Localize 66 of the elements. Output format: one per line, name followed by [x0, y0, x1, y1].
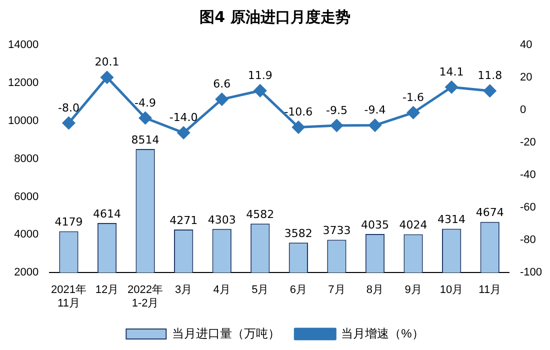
y2-tick-label: -100	[520, 266, 542, 279]
data-label: 4271	[170, 214, 198, 227]
y-tick-label: 4000	[14, 228, 39, 241]
x-tick-label: 8月	[366, 284, 384, 296]
chart-title: 图4 原油进口月度走势	[198, 7, 352, 28]
data-label: -4.9	[134, 96, 156, 110]
point	[254, 84, 266, 97]
point	[62, 116, 75, 130]
y2-tick-label: 20	[520, 72, 532, 84]
data-label: 4035	[360, 218, 389, 232]
data-label: 3582	[284, 226, 312, 240]
x-tick-label: 2022年 1-2月	[128, 284, 164, 310]
y-tick-label: 14000	[8, 39, 39, 52]
point	[368, 119, 382, 132]
x-tick-label: 12月	[95, 284, 119, 296]
y-tick-label: 6000	[14, 190, 39, 203]
data-label: 14.1	[439, 65, 464, 78]
legend-label: 当月增速（%）	[341, 326, 424, 340]
point	[292, 121, 305, 134]
y2-tick-label: -20	[520, 136, 536, 149]
y2-tick-label: -60	[520, 202, 536, 214]
point	[139, 112, 152, 124]
data-label: 3733	[322, 224, 351, 238]
data-label: 11.8	[478, 69, 502, 82]
data-label: 4674	[476, 206, 504, 220]
data-label: 4303	[208, 213, 236, 226]
data-label: 4614	[93, 207, 122, 220]
data-label: -8.0	[58, 101, 80, 114]
x-tick-label: 6月	[290, 284, 307, 296]
data-label: 4582	[246, 208, 274, 221]
x-tick-label: 9月	[404, 284, 422, 296]
data-label: 11.9	[248, 69, 272, 82]
data-label: 8514	[131, 133, 160, 146]
x-tick-label: 5月	[252, 284, 269, 296]
data-label: -14.0	[169, 111, 198, 124]
point	[445, 80, 458, 94]
y2-tick-label: 0	[520, 104, 526, 116]
point	[177, 126, 190, 140]
y2-tick-label: -80	[520, 234, 536, 246]
x-tick-label: 3月	[175, 284, 192, 296]
data-label: 4179	[54, 216, 83, 229]
y-tick-label: 10000	[8, 114, 39, 127]
x-tick-label: 11月	[478, 284, 502, 296]
y2-tick-label: -40	[520, 169, 536, 182]
data-label: -9.4	[364, 104, 386, 117]
data-label: -1.6	[402, 90, 424, 104]
data-label: 20.1	[94, 56, 120, 69]
y-tick-label: 8000	[14, 152, 39, 165]
point	[484, 84, 496, 98]
x-tick-label: 10月	[440, 284, 464, 296]
y-tick-label: 12000	[8, 76, 39, 89]
x-tick-label: 4月	[213, 284, 230, 296]
data-label: 6.6	[213, 78, 231, 91]
data-label: 4024	[399, 218, 428, 232]
x-tick-label: 7月	[328, 284, 346, 296]
x-tick-label: 2021年 11月	[50, 284, 86, 310]
data-label: -9.5	[326, 104, 348, 117]
y-tick-label: 2000	[14, 266, 39, 279]
point	[407, 106, 420, 119]
point	[100, 71, 114, 84]
point	[216, 93, 228, 106]
legend-label: 当月进口量（万吨）	[172, 326, 280, 340]
y2-tick-label: 40	[520, 39, 532, 52]
data-label: 4314	[438, 213, 466, 226]
point	[330, 119, 343, 132]
data-label: -10.6	[284, 106, 313, 119]
